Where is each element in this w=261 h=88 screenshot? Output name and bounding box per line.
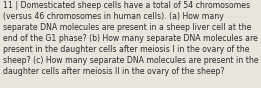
Text: 11 | Domesticated sheep cells have a total of 54 chromosomes
(versus 46 chromoso: 11 | Domesticated sheep cells have a tot… (3, 1, 259, 76)
